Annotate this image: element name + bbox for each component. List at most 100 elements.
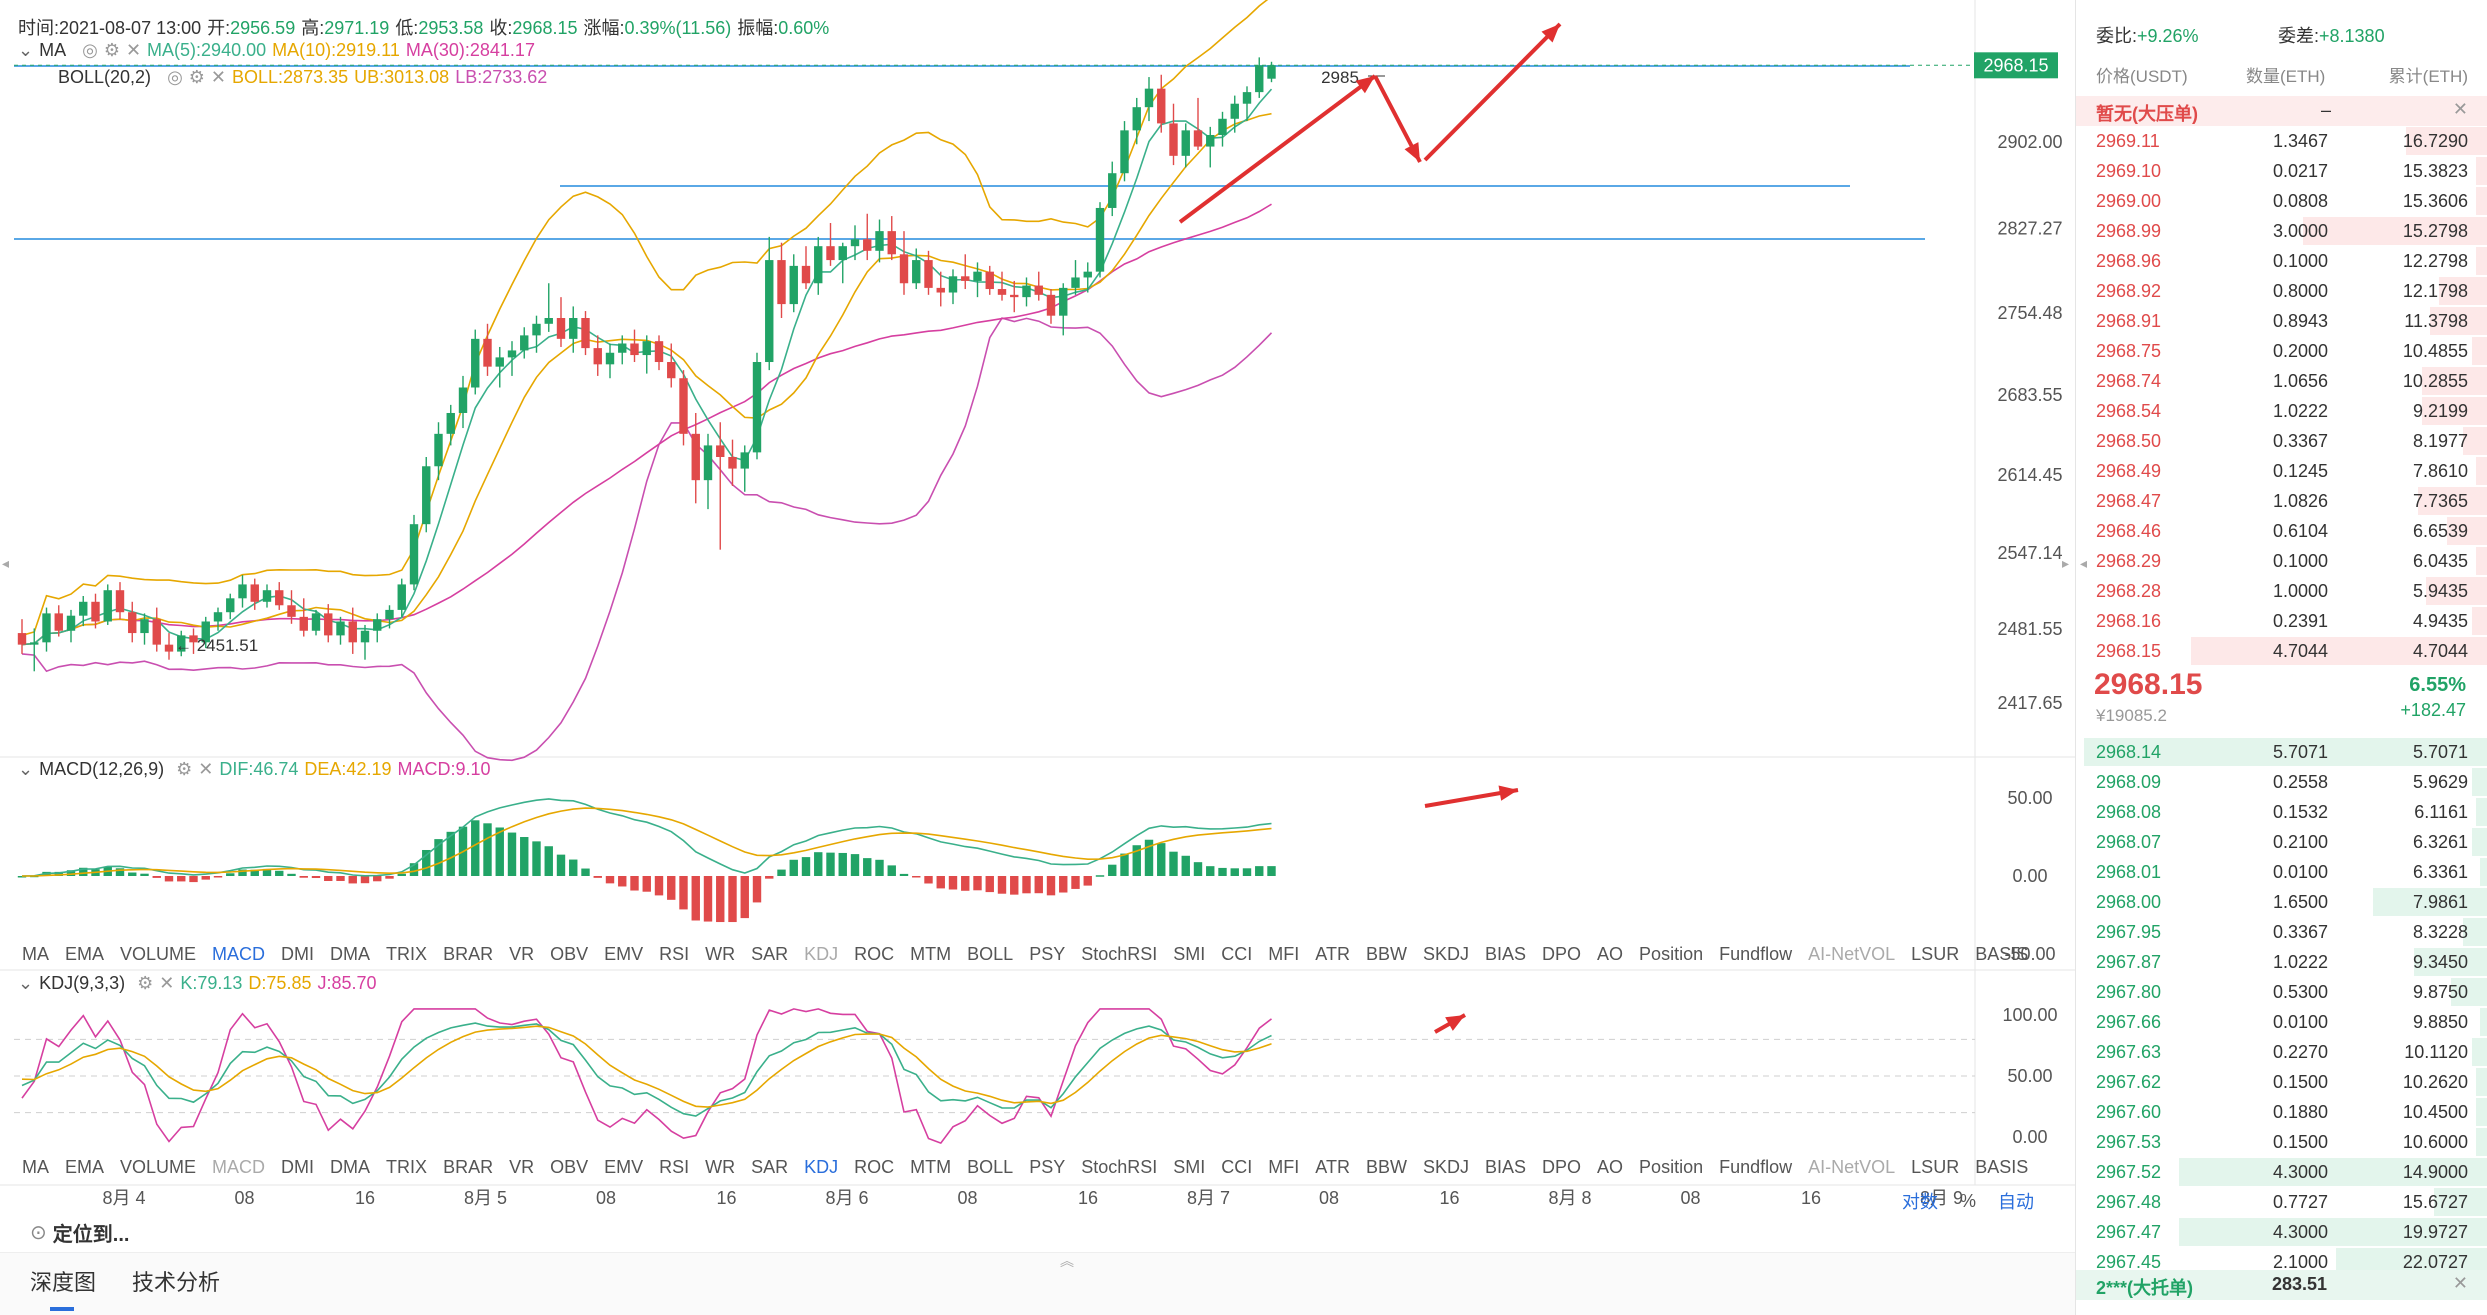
indicator-tab-smi[interactable]: SMI <box>1173 944 1206 964</box>
bid-row[interactable]: 2967.63 0.2270 10.1120 <box>2076 1037 2487 1067</box>
ask-row[interactable]: 2969.00 0.0808 15.3606 <box>2076 186 2487 216</box>
indicator-tab-trix[interactable]: TRIX <box>386 944 428 964</box>
close-icon[interactable]: ✕ <box>125 40 142 60</box>
collapse-panel-icon[interactable]: ◂ <box>2080 555 2088 571</box>
indicator-tab-kdj[interactable]: KDJ <box>804 1157 839 1177</box>
indicator-tab-ma[interactable]: MA <box>22 944 49 964</box>
bid-row[interactable]: 2967.80 0.5300 9.8750 <box>2076 977 2487 1007</box>
tab-tech[interactable]: 技术分析 <box>132 1265 220 1297</box>
tab-depth[interactable]: 深度图 <box>30 1265 96 1311</box>
indicator-tab-kdj[interactable]: KDJ <box>804 944 839 964</box>
bid-row[interactable]: 2967.47 4.3000 19.9727 <box>2076 1217 2487 1247</box>
ask-row[interactable]: 2968.54 1.0222 9.2199 <box>2076 396 2487 426</box>
indicator-tab-ao[interactable]: AO <box>1597 944 1624 964</box>
indicator-tab-macd[interactable]: MACD <box>212 944 266 964</box>
bid-row[interactable]: 2968.08 0.1532 6.1161 <box>2076 797 2487 827</box>
indicator-tab-bbw[interactable]: BBW <box>1365 944 1407 964</box>
indicator-tab-lsur[interactable]: LSUR <box>1911 1157 1960 1177</box>
indicator-tab-mtm[interactable]: MTM <box>910 1157 952 1177</box>
close-icon[interactable]: ✕ <box>2452 1273 2468 1293</box>
indicator-tab-obv[interactable]: OBV <box>550 944 589 964</box>
indicator-tab-psy[interactable]: PSY <box>1029 1157 1066 1177</box>
boll-name[interactable]: BOLL(20,2) <box>58 67 152 87</box>
close-icon[interactable]: ✕ <box>159 973 175 993</box>
ask-row[interactable]: 2968.15 4.7044 4.7044 <box>2076 636 2487 666</box>
indicator-tab-brar[interactable]: BRAR <box>443 944 494 964</box>
indicator-tab-skdj[interactable]: SKDJ <box>1422 944 1469 964</box>
indicator-tab-dmi[interactable]: DMI <box>281 944 315 964</box>
indicator-tab-dpo[interactable]: DPO <box>1542 944 1582 964</box>
indicator-tab-dmi[interactable]: DMI <box>281 1157 315 1177</box>
indicator-tab-basis[interactable]: BASIS <box>1975 944 2029 964</box>
bid-row[interactable]: 2967.48 0.7727 15.6727 <box>2076 1187 2487 1217</box>
kdj-name[interactable]: KDJ(9,3,3) <box>39 973 126 993</box>
ask-row[interactable]: 2968.29 0.1000 6.0435 <box>2076 546 2487 576</box>
macd-name[interactable]: MACD(12,26,9) <box>39 759 165 779</box>
ask-row[interactable]: 2968.99 3.0000 15.2798 <box>2076 216 2487 246</box>
ask-row[interactable]: 2969.10 0.0217 15.3823 <box>2076 156 2487 186</box>
indicator-tab-wr[interactable]: WR <box>705 1157 736 1177</box>
indicator-tab-emv[interactable]: EMV <box>604 1157 644 1177</box>
indicator-tab-rsi[interactable]: RSI <box>659 944 690 964</box>
indicator-tab-fundflow[interactable]: Fundflow <box>1719 944 1793 964</box>
bid-row[interactable]: 2967.87 1.0222 9.3450 <box>2076 947 2487 977</box>
indicator-tab-bbw[interactable]: BBW <box>1365 1157 1407 1177</box>
indicator-tab-position[interactable]: Position <box>1639 944 1704 964</box>
indicator-tab-trix[interactable]: TRIX <box>386 1157 428 1177</box>
indicator-tab-position[interactable]: Position <box>1639 1157 1704 1177</box>
ma-name[interactable]: MA <box>39 40 67 60</box>
ask-row[interactable]: 2968.28 1.0000 5.9435 <box>2076 576 2487 606</box>
close-icon[interactable]: ✕ <box>198 759 214 779</box>
indicator-tab-mfi[interactable]: MFI <box>1268 1157 1300 1177</box>
indicator-tab-obv[interactable]: OBV <box>550 1157 589 1177</box>
indicator-tab-dma[interactable]: DMA <box>330 944 371 964</box>
indicator-tab-volume[interactable]: VOLUME <box>120 944 197 964</box>
indicator-tab-roc[interactable]: ROC <box>854 1157 895 1177</box>
indicator-tab-psy[interactable]: PSY <box>1029 944 1066 964</box>
indicator-tab-smi[interactable]: SMI <box>1173 1157 1206 1177</box>
bid-row[interactable]: 2967.95 0.3367 8.3228 <box>2076 917 2487 947</box>
chart-area[interactable]: 2902.00 2827.27 2754.48 2683.55 2614.45 2547.… <box>0 0 2075 1315</box>
indicator-tab-boll[interactable]: BOLL <box>967 1157 1014 1177</box>
eye-icon[interactable]: ◎ <box>82 40 98 60</box>
bid-row[interactable]: 2968.14 5.7071 5.7071 <box>2076 737 2487 767</box>
log-toggle[interactable]: 对数 <box>1902 1192 1938 1212</box>
bid-row[interactable]: 2967.66 0.0100 9.8850 <box>2076 1007 2487 1037</box>
ask-row[interactable]: 2968.75 0.2000 10.4855 <box>2076 336 2487 366</box>
indicator-tab-boll[interactable]: BOLL <box>967 944 1014 964</box>
eye-icon[interactable]: ◎ <box>167 67 183 87</box>
expand-left-icon[interactable]: ◂ <box>2 555 10 571</box>
ask-row[interactable]: 2968.47 1.0826 7.7365 <box>2076 486 2487 516</box>
ask-row[interactable]: 2968.92 0.8000 12.1798 <box>2076 276 2487 306</box>
indicator-tab-bias[interactable]: BIAS <box>1484 1157 1527 1177</box>
indicator-tab-sar[interactable]: SAR <box>751 944 789 964</box>
indicator-tab-basis[interactable]: BASIS <box>1975 1157 2029 1177</box>
indicator-tab-volume[interactable]: VOLUME <box>120 1157 197 1177</box>
indicator-tab-ma[interactable]: MA <box>22 1157 49 1177</box>
indicator-tab-atr[interactable]: ATR <box>1315 1157 1350 1177</box>
ask-row[interactable]: 2968.74 1.0656 10.2855 <box>2076 366 2487 396</box>
expand-right-icon[interactable]: ▸ <box>2062 555 2070 571</box>
indicator-tab-wr[interactable]: WR <box>705 944 736 964</box>
ask-row[interactable]: 2968.16 0.2391 4.9435 <box>2076 606 2487 636</box>
indicator-tab-cci[interactable]: CCI <box>1221 1157 1253 1177</box>
indicator-tab-fundflow[interactable]: Fundflow <box>1719 1157 1793 1177</box>
indicator-tab-dma[interactable]: DMA <box>330 1157 371 1177</box>
indicator-tab-macd[interactable]: MACD <box>212 1157 266 1177</box>
ask-row[interactable]: 2968.46 0.6104 6.6539 <box>2076 516 2487 546</box>
indicator-tab-brar[interactable]: BRAR <box>443 1157 494 1177</box>
indicator-tab-vr[interactable]: VR <box>509 944 535 964</box>
indicator-tab-ema[interactable]: EMA <box>65 944 105 964</box>
pct-toggle[interactable]: % <box>1960 1190 1977 1211</box>
collapse-handle-icon[interactable]: ︽ <box>1060 1253 1074 1269</box>
bid-row[interactable]: 2967.53 0.1500 10.6000 <box>2076 1127 2487 1157</box>
ask-row[interactable]: 2969.11 1.3467 16.7290 <box>2076 126 2487 156</box>
indicator-tab-vr[interactable]: VR <box>509 1157 535 1177</box>
close-icon[interactable]: ✕ <box>210 67 227 87</box>
indicator-tab-lsur[interactable]: LSUR <box>1911 944 1960 964</box>
indicator-tab-mtm[interactable]: MTM <box>910 944 952 964</box>
collapse-icon[interactable]: ⌄ <box>18 973 34 993</box>
bid-row[interactable]: 2968.09 0.2558 5.9629 <box>2076 767 2487 797</box>
indicator-tab-stochrsi[interactable]: StochRSI <box>1081 944 1158 964</box>
indicator-tab-ema[interactable]: EMA <box>65 1157 105 1177</box>
